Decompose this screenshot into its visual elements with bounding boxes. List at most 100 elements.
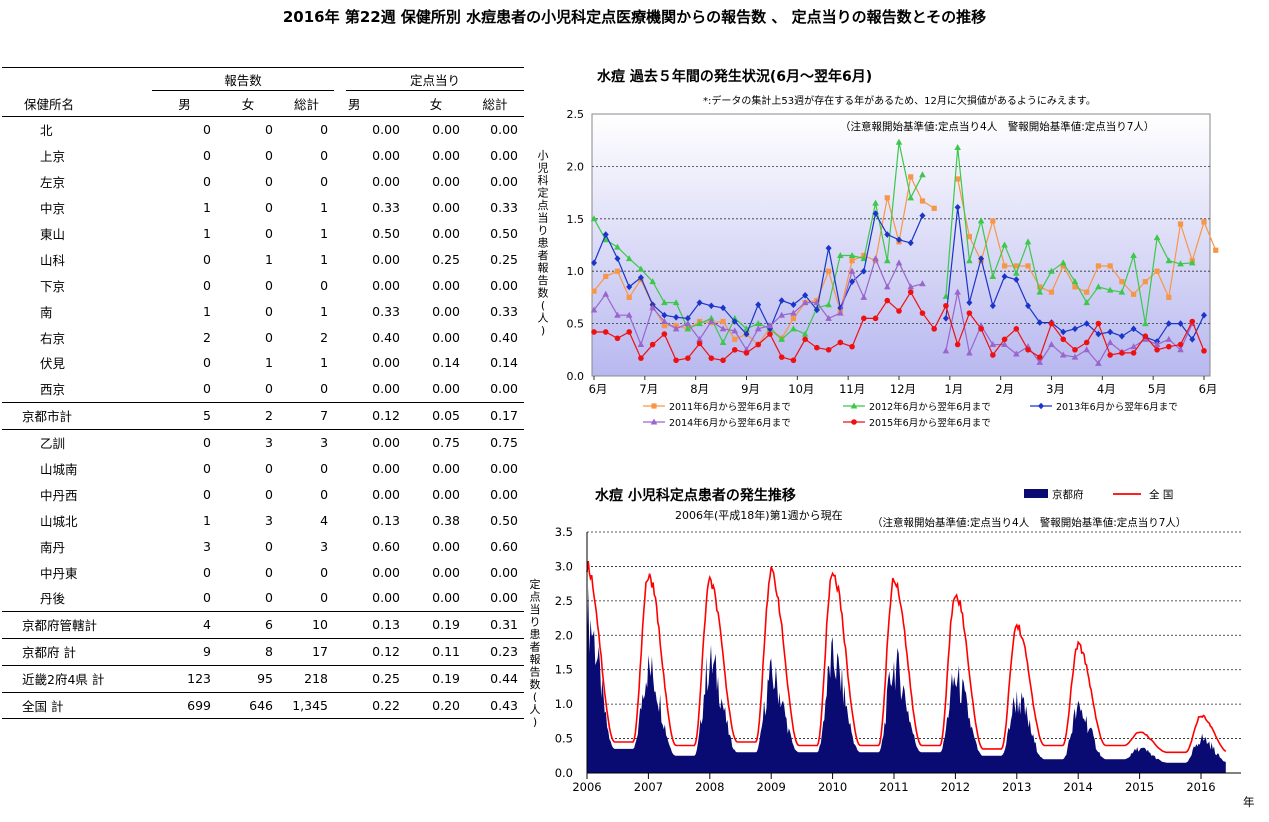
svg-text:児: 児 <box>538 162 549 175</box>
data-point <box>1084 289 1090 295</box>
chart2-ytick-label: 3.5 <box>555 525 573 539</box>
data-point <box>1177 346 1184 353</box>
data-point <box>1013 326 1020 332</box>
data-point <box>743 330 750 338</box>
data-point <box>590 215 598 222</box>
cell-value: 0 <box>265 303 273 319</box>
data-point <box>1083 339 1090 346</box>
cell-value: 0.05 <box>432 408 461 424</box>
data-point <box>766 322 774 329</box>
data-point <box>1013 276 1020 283</box>
data-point <box>708 314 715 321</box>
data-point <box>708 302 715 310</box>
cell-value: 0.00 <box>432 329 461 345</box>
data-point <box>895 138 903 145</box>
data-point <box>1154 347 1160 353</box>
data-point <box>825 244 832 252</box>
data-point <box>614 255 621 262</box>
data-point <box>625 311 633 318</box>
data-point <box>731 327 739 334</box>
data-point <box>801 299 809 306</box>
table-row: 右京 2 0 2 0.40 0.00 0.40 <box>2 324 524 350</box>
cell-value: 10 <box>312 617 329 633</box>
data-point <box>883 283 891 290</box>
data-point <box>1153 341 1161 348</box>
cell-value: 0 <box>320 122 329 138</box>
cell-center-name: 西京 <box>40 382 66 398</box>
chart2-xlabel: 年 <box>1243 795 1255 809</box>
svg-text:報: 報 <box>530 653 541 666</box>
data-point <box>1095 283 1102 290</box>
data-point <box>1036 288 1044 295</box>
data-point <box>778 354 785 360</box>
data-point <box>1036 354 1043 360</box>
data-point <box>1001 263 1008 269</box>
cell-value: 0 <box>203 590 211 606</box>
cell-value: 6 <box>265 617 273 633</box>
data-point <box>990 352 996 358</box>
cell-value: 0.11 <box>432 644 461 660</box>
data-point <box>1165 320 1172 327</box>
kyoto-area <box>587 586 1226 773</box>
data-point <box>908 174 914 180</box>
chart2-title: 水痘 小児科定点患者の発生推移 <box>595 487 796 504</box>
data-point <box>849 258 855 264</box>
data-point <box>743 350 750 356</box>
chart1-ytick-label: 0.0 <box>567 370 585 383</box>
cell-value: 0 <box>265 200 273 216</box>
data-point <box>672 325 680 332</box>
data-point <box>1037 284 1043 290</box>
data-point <box>942 347 950 354</box>
table-row: 中丹東 0 0 0 0.00 0.00 0.00 <box>2 559 524 585</box>
cell-value: 0.60 <box>372 538 401 554</box>
chart2-xtick-label: 2008 <box>695 780 724 794</box>
svg-text:小: 小 <box>538 149 549 162</box>
svg-text:り: り <box>538 224 549 237</box>
cell-value: 0.00 <box>372 564 401 580</box>
svg-text:人: 人 <box>530 703 541 716</box>
cell-value: 0.00 <box>432 226 461 241</box>
cell-value: 0.12 <box>372 408 401 424</box>
chart2-legend: 京都府 全 国 <box>1024 488 1173 501</box>
cell-center-name: 乙訓 <box>40 436 66 452</box>
cell-value: 0.00 <box>432 122 461 138</box>
data-point <box>1189 336 1196 343</box>
data-point <box>1142 279 1148 285</box>
data-point <box>790 301 797 309</box>
table-row: 西京 0 0 0 0.00 0.00 0.00 <box>2 376 525 403</box>
cell-value: 4 <box>320 512 329 528</box>
data-point <box>1107 263 1113 269</box>
data-point <box>872 315 879 322</box>
svg-text:): ) <box>533 716 537 729</box>
data-point <box>837 251 844 258</box>
cell-value: 0.23 <box>490 644 519 660</box>
data-point <box>978 255 985 262</box>
data-point <box>919 171 926 178</box>
data-point <box>1166 294 1172 300</box>
table-row: 山城南 0 0 0 0.00 0.00 0.00 <box>2 456 524 482</box>
cell-value: 0 <box>265 277 273 293</box>
svg-text:定: 定 <box>538 186 549 200</box>
cell-center-name: 南丹 <box>40 539 66 555</box>
data-point <box>919 198 926 204</box>
data-point <box>1060 263 1066 269</box>
chart2-ytick-label: 3.0 <box>555 559 573 573</box>
chart2-xtick-label: 2012 <box>941 780 970 794</box>
table-row: 全国 計 699 646 1,345 0.22 0.20 0.43 <box>2 692 525 719</box>
data-point <box>651 403 657 409</box>
data-point <box>1130 350 1137 356</box>
data-point <box>966 234 972 240</box>
cell-value: 646 <box>249 698 273 714</box>
data-point <box>1165 335 1173 342</box>
cell-value: 0.00 <box>372 486 401 502</box>
cell-center-name: 上京 <box>40 149 66 165</box>
legend-label: 2011年6月から翌年6月まで <box>669 401 791 413</box>
chart2-xtick-label: 2015 <box>1125 780 1154 794</box>
data-point <box>732 336 738 342</box>
report-table: 報告数 定点当り 保健所名 男 女 総計 男 女 総計 北 0 0 0 0.00 0.00… <box>2 67 525 719</box>
data-point <box>720 304 727 312</box>
data-point <box>1001 341 1008 348</box>
cell-value: 0 <box>203 381 211 397</box>
data-point <box>731 347 738 353</box>
cell-value: 0.14 <box>432 355 461 371</box>
